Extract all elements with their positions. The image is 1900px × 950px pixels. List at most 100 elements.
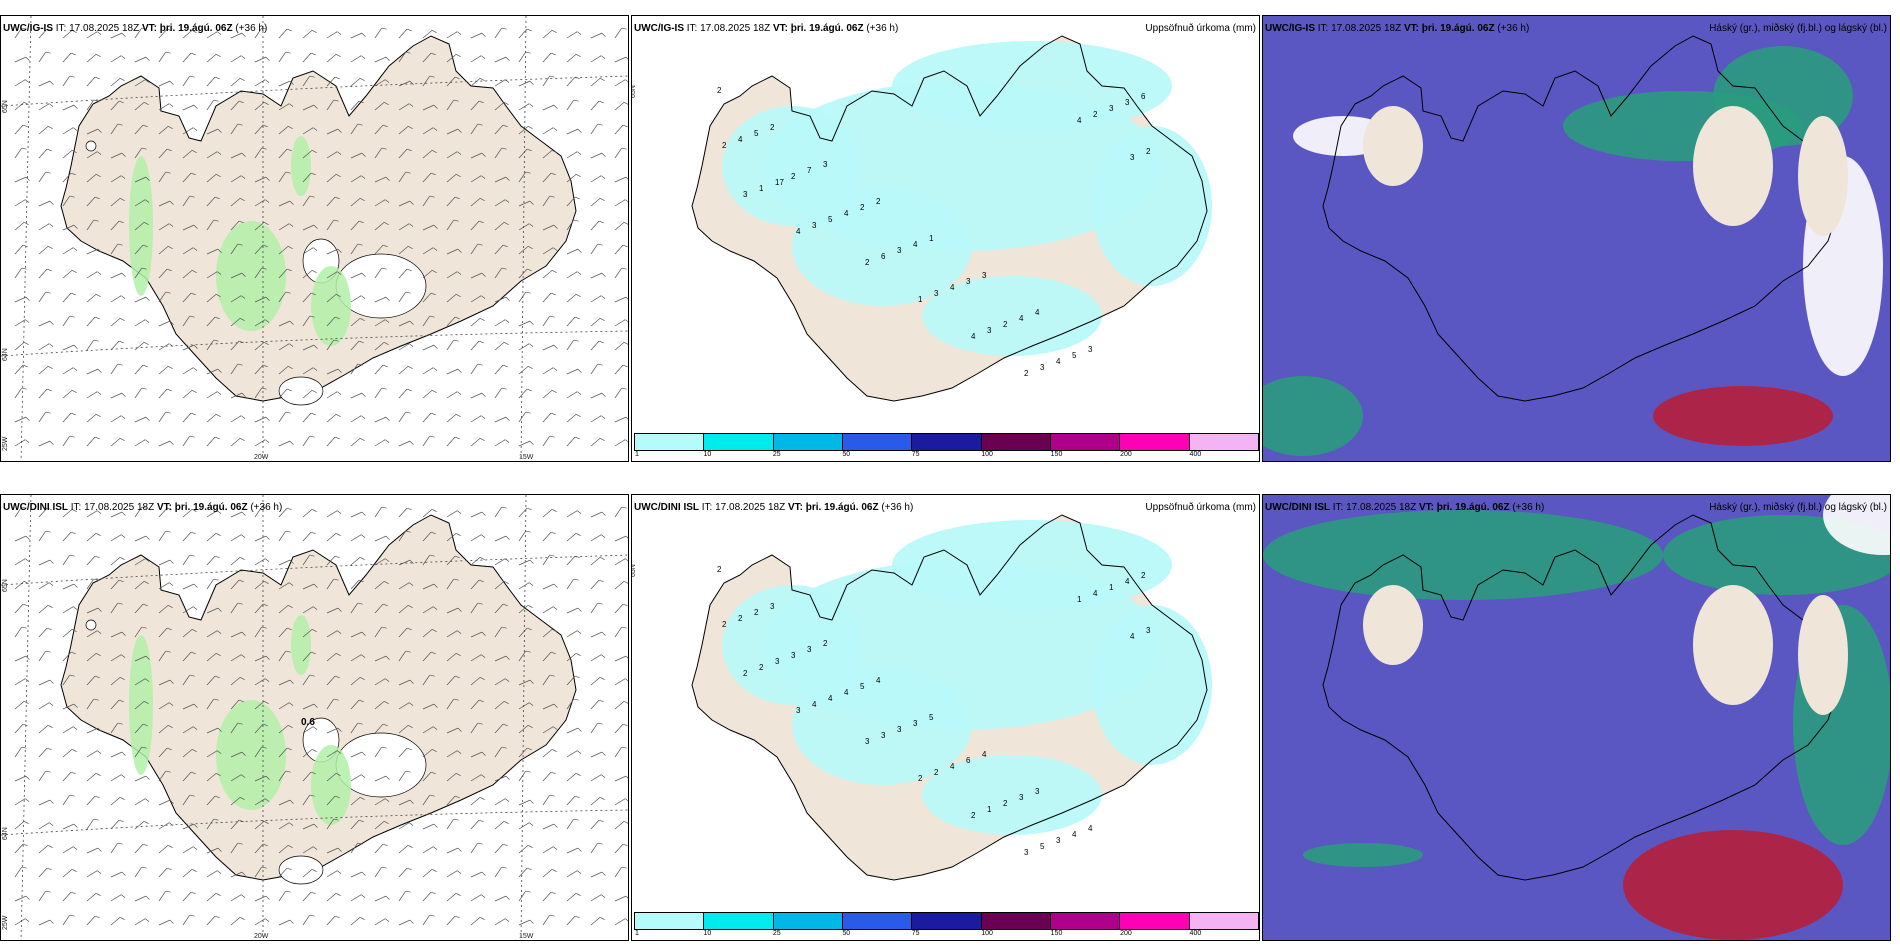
wind-barb: [470, 243, 479, 255]
wind-barb-flag: [453, 99, 459, 102]
wind-barb: [206, 653, 217, 662]
wind-barb-flag: [24, 558, 30, 562]
wind-barb: [542, 344, 555, 351]
precip-value: 4: [1088, 824, 1093, 833]
wind-barb-flag: [502, 244, 508, 248]
wind-barb-flag: [166, 148, 172, 152]
wind-barb: [374, 895, 387, 902]
wind-barb: [470, 415, 482, 423]
wind-barb: [110, 699, 120, 710]
wind-barb: [566, 675, 576, 686]
wind-barb-flag: [360, 796, 365, 800]
wind-barb-flag: [288, 844, 293, 848]
wind-barb: [614, 581, 625, 590]
wind-barb-flag: [456, 293, 461, 297]
wind-barb-flag: [433, 823, 438, 828]
wind-barb-flag: [528, 724, 533, 728]
wind-barb: [86, 316, 96, 327]
wind-barb-flag: [361, 152, 366, 157]
wind-barb-flag: [624, 918, 628, 922]
colorbar-swatch: [1189, 913, 1258, 929]
wind-barb-flag: [405, 770, 411, 773]
wind-barb: [158, 702, 170, 710]
wind-barb: [422, 891, 432, 902]
wind-barb: [494, 558, 506, 566]
wind-barb: [494, 626, 503, 638]
wind-barb-flag: [93, 818, 99, 821]
wind-barb: [230, 152, 243, 159]
wind-barb: [254, 678, 266, 686]
wind-barb-flag: [48, 702, 54, 706]
precip-value: 6: [1141, 92, 1146, 101]
precip-value: 17: [775, 178, 784, 187]
cloud-fill: [1263, 495, 1890, 940]
wind-barb-flag: [336, 630, 342, 634]
wind-barb-flag: [189, 315, 195, 318]
wind-barb: [62, 412, 72, 423]
wind-barb-flag: [433, 224, 438, 229]
wind-barb-flag: [72, 846, 78, 850]
wind-barb-flag: [525, 291, 531, 294]
wind-barb: [278, 725, 289, 734]
wind-barb: [14, 319, 26, 327]
wind-barb: [398, 411, 407, 423]
wind-barb-flag: [574, 795, 580, 799]
wind-barb: [158, 890, 167, 902]
wind-barb-flag: [597, 602, 603, 605]
wind-barb: [182, 674, 191, 686]
wind-barb-flag: [382, 244, 388, 248]
wind-barb: [590, 363, 599, 375]
wind-barb-flag: [601, 511, 606, 516]
wind-barb-flag: [309, 554, 315, 557]
wind-barb: [62, 367, 74, 375]
wind-barb-flag: [505, 895, 510, 900]
wind-barb: [326, 578, 335, 590]
wind-barb: [302, 270, 313, 279]
wind-barb-flag: [432, 606, 438, 610]
wind-barb: [614, 176, 627, 183]
wind-barb-flag: [237, 243, 243, 246]
wind-barb-flag: [336, 652, 341, 656]
panel-header: UWC/DINI ISL IT: 17.08.2025 18Z VT: þri.…: [3, 502, 283, 513]
wind-barb: [158, 171, 167, 183]
wind-barb-flag: [240, 197, 245, 201]
precip-value: 4: [950, 283, 955, 292]
wind-barb: [86, 653, 97, 662]
wind-barb: [614, 655, 627, 662]
wind-barb-flag: [454, 316, 460, 320]
wind-barb-flag: [96, 413, 101, 417]
wind-barb-flag: [240, 415, 246, 419]
wind-barb: [230, 415, 242, 423]
wind-barb: [494, 222, 505, 231]
wind-barb: [182, 390, 193, 399]
precip-value: 3: [1056, 836, 1061, 845]
wind-barb: [446, 151, 458, 159]
wind-barb-flag: [70, 412, 76, 416]
wind-barb: [254, 364, 264, 375]
wind-barb: [134, 895, 147, 902]
wind-barb-flag: [529, 320, 534, 325]
wind-barb: [494, 267, 503, 279]
wind-barb: [614, 199, 626, 207]
wind-barb-flag: [505, 535, 510, 540]
wind-barb-flag: [576, 151, 582, 155]
wind-barb-flag: [241, 871, 246, 876]
wind-barb: [494, 821, 505, 830]
wind-barb: [38, 890, 47, 902]
wind-barb: [206, 436, 216, 447]
wind-barb: [86, 893, 97, 902]
wind-barb-flag: [360, 774, 366, 778]
wind-barb: [158, 747, 168, 758]
wind-barb: [566, 31, 578, 39]
precip-value: 3: [796, 706, 801, 715]
wind-barb: [302, 390, 313, 399]
wind-barb-flag: [600, 55, 606, 59]
wind-barb-flag: [96, 293, 101, 297]
wind-barb-flag: [312, 247, 318, 251]
wind-barb: [14, 102, 25, 111]
wind-barb-flag: [408, 844, 413, 848]
wind-barb: [542, 869, 553, 878]
wind-barb-flag: [478, 220, 484, 224]
wind-barb-flag: [289, 200, 294, 205]
wind-barb-flag: [117, 842, 123, 845]
